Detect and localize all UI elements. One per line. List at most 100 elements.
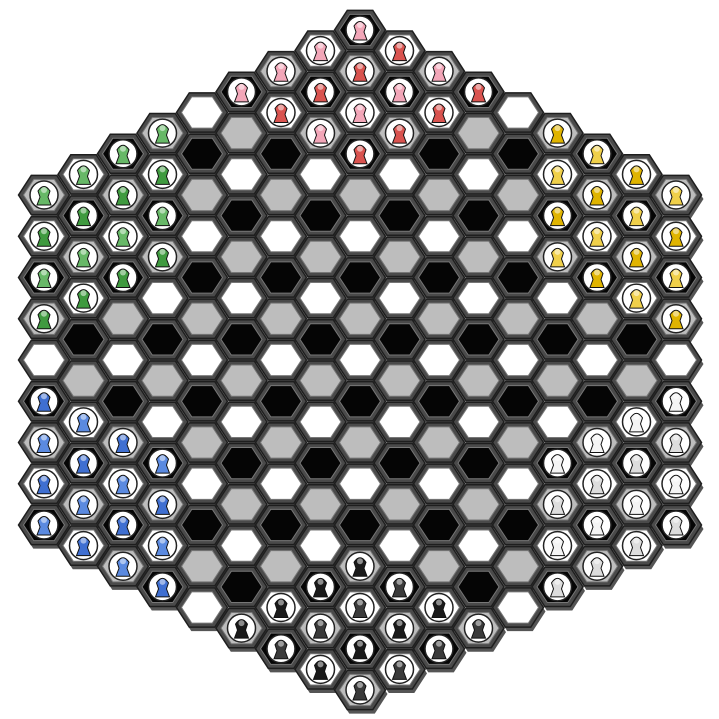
cell [180,220,224,253]
piece [108,139,138,169]
piece [542,489,573,520]
cell [496,220,540,253]
cell [457,488,500,521]
piece-figure [36,268,52,288]
piece [384,613,415,643]
piece-figure [391,577,408,598]
piece [29,510,59,540]
piece [266,634,296,664]
piece [29,304,59,334]
cell [496,550,540,583]
piece-figure [589,433,605,453]
cell [141,323,184,356]
piece-figure [273,598,289,618]
piece-figure [115,516,131,536]
cell [180,302,224,335]
piece-figure [352,62,368,82]
piece [384,118,415,148]
cell [378,447,421,480]
piece-head [357,63,363,70]
piece-head [120,145,126,152]
piece-head [80,207,87,214]
piece [424,634,454,664]
piece-figure [431,103,447,123]
piece-figure [668,227,684,247]
piece-head [554,248,561,255]
piece [582,262,612,293]
cell [299,240,342,273]
cell [338,220,382,253]
piece-head [41,187,47,193]
cell [259,302,303,335]
cell [496,178,540,212]
piece-figure [668,516,684,536]
piece [661,180,691,210]
piece [147,200,178,231]
piece-head [673,269,679,276]
piece-figure [628,536,645,557]
piece [345,634,375,664]
piece-head [357,145,363,152]
cell [220,570,263,603]
piece-head [633,455,640,462]
piece-figure [75,412,92,433]
piece [384,654,415,685]
piece-head [357,22,363,28]
piece-figure [352,639,368,660]
piece-head [80,413,87,420]
cell [299,529,342,562]
cell [536,364,579,397]
cell [220,364,263,397]
piece-figure [273,103,289,123]
piece-head [554,455,561,462]
piece [266,56,296,86]
cell [417,426,461,459]
cell [378,488,421,521]
piece-figure [75,289,92,309]
piece-head [594,187,600,193]
cell [536,323,579,356]
piece-head [41,228,47,235]
piece [621,200,652,231]
piece [582,180,612,210]
piece-head [41,393,47,400]
piece-head [120,434,126,441]
cell [259,508,303,542]
piece-figure [115,268,131,288]
cell [299,199,342,232]
piece-head [633,166,640,173]
piece-head [396,42,403,49]
cell [180,508,224,542]
piece [266,97,296,128]
piece-head [278,63,284,70]
cell [575,302,619,335]
piece-head [159,578,166,585]
piece [384,572,415,602]
cell [378,158,421,191]
piece [582,469,612,499]
piece [424,97,454,128]
piece-figure [589,268,605,288]
piece [266,592,296,623]
piece [345,15,375,45]
cell [457,158,500,191]
cell [417,137,461,170]
piece-figure [312,619,329,639]
piece-figure [36,433,52,453]
piece [542,530,573,561]
piece-figure [628,495,645,515]
piece-head [120,558,126,565]
piece-head [554,207,561,214]
piece-figure [36,186,52,206]
cell [536,282,579,315]
piece-figure [668,268,684,288]
piece-figure [470,619,487,639]
cell [220,117,263,150]
piece [108,262,138,293]
piece [226,613,257,643]
piece [68,489,99,520]
piece-head [159,248,166,255]
piece [305,77,336,107]
piece-head [436,63,442,70]
piece-figure [75,206,92,227]
